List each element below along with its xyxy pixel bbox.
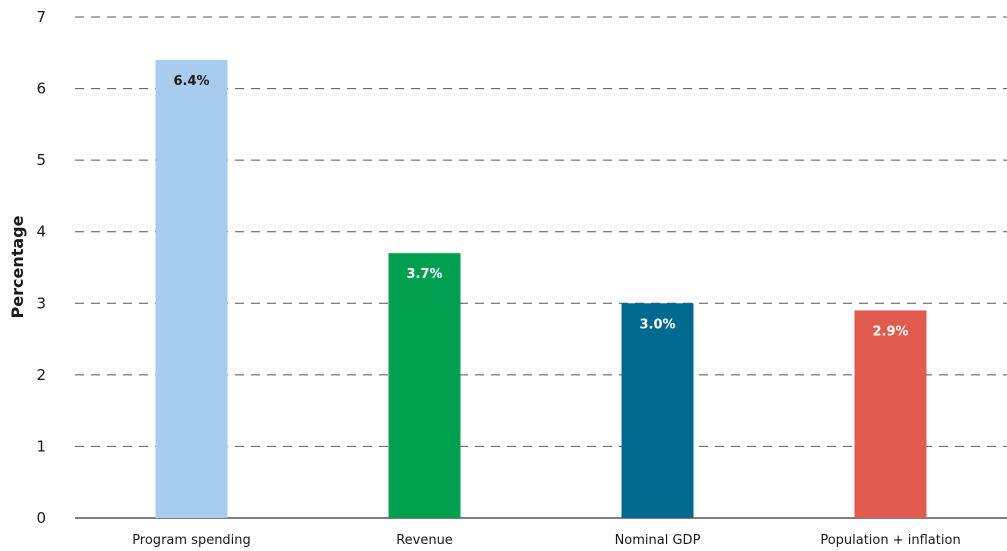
x-category-label: Nominal GDP [615, 533, 701, 548]
y-tick-label: 4 [36, 223, 46, 241]
y-tick-label: 6 [36, 80, 46, 98]
bars [155, 59, 927, 518]
data-label: 3.7% [406, 267, 442, 282]
x-axis-categories: Program spending Revenue Nominal GDP Popula… [132, 533, 960, 548]
bar-revenue [388, 253, 461, 518]
y-axis-label: Percentage [8, 215, 27, 318]
bar-nominal-gdp [621, 303, 694, 518]
y-tick-label: 0 [36, 509, 46, 527]
y-tick-label: 5 [36, 151, 46, 169]
x-category-label: Program spending [132, 533, 251, 548]
y-tick-label: 1 [36, 437, 46, 455]
x-category-label: Population + inflation [820, 533, 960, 548]
y-tick-label: 2 [36, 366, 46, 384]
x-category-label: Revenue [396, 533, 453, 548]
y-tick-label: 3 [36, 294, 46, 312]
data-labels: 6.4% 3.7% 3.0% 2.9% [173, 74, 908, 340]
data-label: 6.4% [173, 74, 209, 89]
data-label: 3.0% [639, 317, 675, 332]
y-axis-ticks: 0 1 2 3 4 5 6 7 [36, 8, 46, 527]
bar-population-inflation [854, 310, 927, 518]
grid-lines [75, 16, 1007, 447]
y-tick-label: 7 [36, 8, 46, 26]
data-label: 2.9% [872, 324, 908, 339]
bar-program-spending [155, 59, 228, 518]
